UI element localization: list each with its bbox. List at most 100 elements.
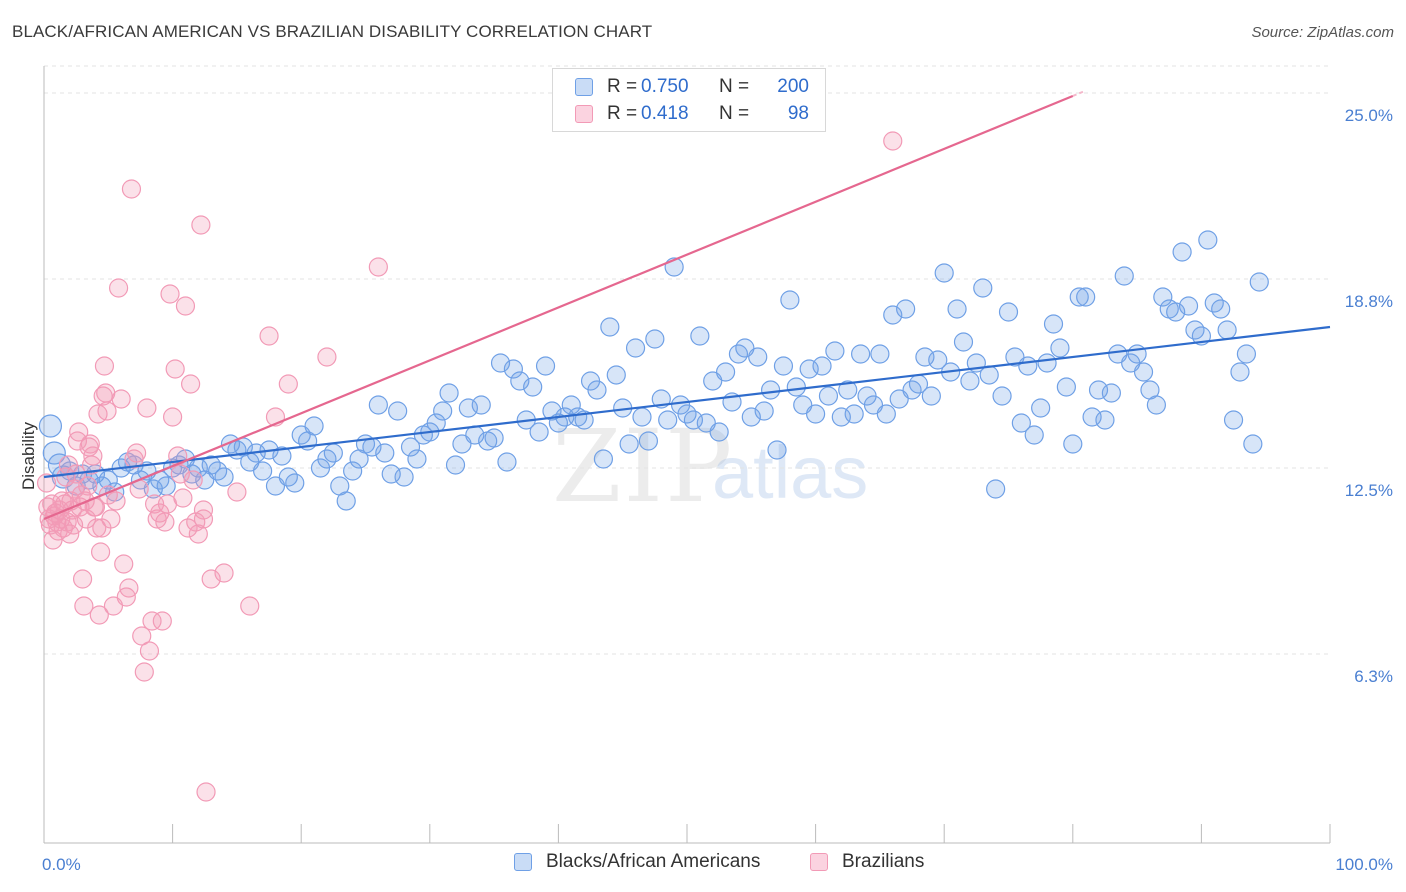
data-point-blacks	[786, 377, 806, 397]
data-point-brazilians	[883, 131, 903, 151]
data-point-blacks	[947, 299, 967, 319]
legend-item-blacks[interactable]: Blacks/African Americans	[514, 851, 760, 873]
data-point-brazilians	[152, 611, 172, 631]
legend-row-blue: R = 0.750 N = 200	[575, 74, 809, 100]
data-point-brazilians	[97, 401, 117, 421]
data-point-brazilians	[69, 422, 89, 442]
data-point-brazilians	[74, 596, 94, 616]
source-label: Source: ZipAtlas.com	[1251, 24, 1394, 41]
legend-item-brazilians[interactable]: Brazilians	[810, 851, 924, 873]
legend-swatch-blue	[575, 78, 593, 96]
legend-row-pink: R = 0.418 N = 98	[575, 101, 809, 127]
data-point-blacks	[593, 449, 614, 469]
data-point-blacks	[285, 473, 305, 493]
data-point-brazilians	[121, 179, 142, 199]
data-point-blacks	[690, 326, 710, 346]
data-point-blacks	[394, 467, 414, 487]
data-point-brazilians	[139, 641, 160, 661]
data-point-brazilians	[155, 512, 175, 532]
data-point-blacks	[214, 467, 234, 487]
data-point-blacks	[1063, 434, 1083, 454]
data-point-blacks	[600, 317, 620, 337]
data-point-brazilians	[165, 359, 185, 379]
data-point-blacks	[323, 443, 343, 463]
data-point-blacks	[400, 437, 421, 457]
data-point-brazilians	[94, 356, 115, 376]
data-point-blacks	[1243, 434, 1263, 454]
data-point-brazilians	[186, 512, 206, 532]
legend-swatch-pink	[810, 853, 828, 871]
data-point-blacks	[973, 278, 993, 298]
data-point-brazilians	[114, 554, 134, 574]
data-point-blacks	[1198, 230, 1218, 250]
data-point-blacks	[1024, 425, 1044, 445]
data-point-blacks	[445, 455, 466, 475]
data-point-blacks	[1223, 410, 1244, 430]
data-point-blacks	[388, 401, 408, 421]
axes	[43, 66, 1331, 844]
data-point-blacks	[928, 350, 948, 370]
data-point-blacks	[98, 470, 118, 490]
trend-line-blacks	[43, 325, 1331, 479]
data-point-brazilians	[119, 578, 139, 598]
data-point-blacks	[343, 461, 363, 481]
tick-labels: 6.3% 12.5% 18.8% 25.0% 0.0% 100.0% Disability	[19, 106, 1393, 874]
data-point-brazilians	[83, 446, 103, 466]
data-point-brazilians	[193, 509, 214, 529]
data-point-blacks	[1146, 395, 1166, 415]
data-point-brazilians	[36, 473, 57, 493]
data-point-brazilians	[181, 374, 201, 394]
legend-n-label: N =	[719, 76, 750, 97]
data-point-blacks	[754, 401, 774, 421]
data-point-blacks	[818, 386, 839, 406]
legend-swatch-blue	[514, 853, 532, 871]
data-point-blacks	[876, 404, 896, 424]
data-point-blacks	[1095, 410, 1115, 430]
data-point-brazilians	[72, 569, 93, 589]
data-point-blacks	[253, 461, 273, 481]
data-point-blacks	[896, 299, 916, 319]
data-point-blacks	[1031, 398, 1051, 418]
data-point-blacks	[632, 407, 652, 427]
y-axis-title: Disability	[19, 421, 38, 490]
data-point-brazilians	[227, 482, 247, 502]
watermark-zip: ZIP	[552, 408, 735, 525]
data-point-brazilians	[368, 257, 388, 277]
data-point-blacks	[529, 422, 549, 442]
data-point-blacks	[1018, 356, 1038, 376]
data-point-blacks	[336, 491, 356, 511]
data-point-blacks	[375, 443, 395, 463]
data-point-blacks	[1133, 362, 1154, 382]
data-point-brazilians	[89, 605, 109, 625]
data-point-brazilians	[173, 488, 193, 508]
data-point-brazilians	[80, 434, 100, 454]
data-point-blacks	[921, 386, 941, 406]
data-point-blacks	[1076, 287, 1096, 307]
data-point-blacks	[979, 365, 999, 385]
data-point-blacks	[953, 332, 974, 352]
trend-line-brazilians	[43, 94, 1074, 521]
data-point-blacks	[934, 263, 954, 283]
data-point-brazilians	[132, 626, 152, 646]
data-point-brazilians	[259, 326, 279, 346]
data-point-brazilians	[163, 407, 183, 427]
data-point-blacks	[851, 344, 871, 364]
legend-r-value: 0.418	[641, 103, 689, 124]
legend-r-value: 0.750	[641, 76, 689, 97]
data-point-blacks	[825, 341, 845, 361]
x-tick-label-end: 100.0%	[1335, 855, 1393, 874]
data-point-brazilians	[126, 443, 147, 463]
data-point-blacks	[1037, 353, 1057, 373]
data-point-blacks	[760, 380, 781, 400]
data-point-blacks	[638, 431, 659, 451]
data-point-blacks	[304, 416, 324, 436]
x-tick-label-start: 0.0%	[42, 855, 81, 874]
data-point-brazilians	[175, 296, 196, 316]
data-point-blacks	[156, 476, 176, 496]
data-point-blacks	[658, 410, 678, 430]
data-point-brazilians	[160, 284, 180, 304]
data-point-blacks	[805, 404, 826, 424]
data-point-brazilians	[196, 782, 216, 802]
data-point-blacks	[535, 356, 556, 376]
data-point-blacks	[870, 344, 890, 364]
